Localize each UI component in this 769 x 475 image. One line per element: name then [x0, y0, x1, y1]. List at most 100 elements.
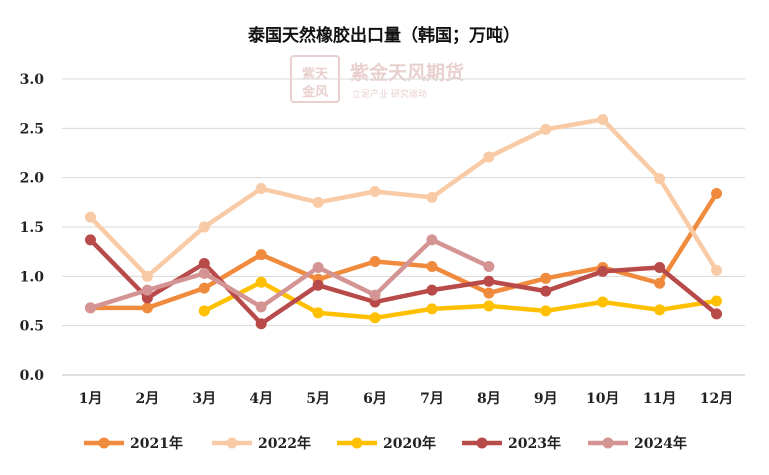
y-tick-label: 2.5: [20, 121, 44, 137]
grid: [62, 78, 745, 376]
data-point: [711, 187, 723, 199]
legend-swatch-marker: [226, 437, 238, 449]
data-point: [255, 301, 267, 313]
watermark: 紫天 金风 紫金天风期货 立足产业 研究驱动: [290, 55, 464, 103]
data-point: [369, 256, 381, 268]
legend-label: 2021年: [130, 435, 183, 452]
data-point: [198, 221, 210, 233]
data-point: [597, 113, 609, 125]
data-point: [483, 260, 495, 272]
chart-title: 泰国天然橡胶出口量（韩国；万吨）: [248, 25, 520, 46]
data-point: [426, 191, 438, 203]
legend-swatch-marker: [351, 437, 363, 449]
x-tick-label: 2月: [136, 391, 160, 407]
data-point: [597, 265, 609, 277]
x-tick-label: 5月: [306, 391, 330, 407]
legend-swatch-marker: [98, 437, 110, 449]
data-point: [540, 272, 552, 284]
watermark-logo-text: 金风: [301, 84, 328, 100]
y-tick-label: 1.5: [20, 220, 44, 236]
series-line: [88, 237, 492, 311]
data-point: [654, 173, 666, 185]
legend-swatch-marker: [602, 437, 614, 449]
data-point: [711, 308, 723, 320]
data-point: [483, 151, 495, 163]
x-tick-label: 4月: [249, 391, 273, 407]
x-tick-label: 12月: [700, 391, 733, 407]
y-tick-label: 0.0: [20, 368, 45, 384]
series-layer: [84, 113, 723, 330]
data-point: [312, 307, 324, 319]
data-point: [141, 292, 153, 304]
y-tick-label: 0.5: [20, 319, 44, 335]
series-line: [88, 117, 719, 279]
legend-label: 2024年: [634, 435, 687, 452]
data-point: [426, 234, 438, 246]
x-tick-label: 8月: [477, 391, 501, 407]
data-point: [369, 289, 381, 301]
data-point: [84, 211, 96, 223]
watermark-slogan: 立足产业 研究驱动: [352, 88, 427, 100]
data-point: [483, 287, 495, 299]
data-point: [483, 275, 495, 287]
data-point: [711, 264, 723, 276]
legend-label: 2020年: [383, 435, 436, 452]
data-point: [312, 196, 324, 208]
data-point: [84, 234, 96, 246]
series-2024年: [84, 234, 495, 314]
data-point: [141, 284, 153, 296]
legend-label: 2023年: [508, 435, 561, 452]
data-point: [369, 312, 381, 324]
data-point: [654, 304, 666, 316]
data-point: [141, 302, 153, 314]
data-point: [654, 277, 666, 289]
legend-swatch-marker: [476, 437, 488, 449]
data-point: [255, 249, 267, 261]
data-point: [540, 305, 552, 317]
x-tick-label: 9月: [534, 391, 558, 407]
data-point: [198, 305, 210, 317]
watermark-logo-text: 紫天: [302, 66, 329, 82]
data-point: [483, 300, 495, 312]
x-tick-label: 11月: [643, 391, 676, 407]
data-point: [255, 318, 267, 330]
legend-label: 2022年: [258, 435, 311, 452]
legend: 2021年 2022年 2020年 2023年 2024年: [84, 435, 687, 452]
series-2023年: [84, 234, 723, 330]
x-tick-label: 3月: [192, 391, 216, 407]
data-point: [312, 279, 324, 291]
data-point: [540, 123, 552, 135]
series-line: [88, 237, 719, 326]
data-point: [540, 285, 552, 297]
data-point: [369, 185, 381, 197]
data-point: [141, 270, 153, 282]
data-point: [426, 303, 438, 315]
y-tick-label: 2.0: [20, 171, 45, 187]
data-point: [711, 295, 723, 307]
series-2020年: [198, 276, 723, 324]
x-axis: 1月 2月 3月 4月 5月 6月 7月 8月 9月 10月 11月 12月: [79, 391, 734, 407]
x-tick-label: 7月: [420, 391, 444, 407]
x-tick-label: 1月: [79, 391, 103, 407]
x-tick-label: 10月: [586, 391, 619, 407]
data-point: [426, 260, 438, 272]
watermark-company: 紫金天风期货: [350, 61, 464, 84]
data-point: [255, 183, 267, 195]
data-point: [426, 284, 438, 296]
y-tick-label: 3.0: [20, 72, 45, 88]
data-point: [597, 296, 609, 308]
y-tick-label: 1.0: [20, 269, 45, 285]
y-axis: 0.0 0.5 1.0 1.5 2.0 2.5 3.0: [20, 72, 45, 384]
data-point: [84, 302, 96, 314]
data-point: [198, 282, 210, 294]
data-point: [255, 276, 267, 288]
x-tick-label: 6月: [363, 391, 387, 407]
series-2022年: [84, 113, 723, 282]
data-point: [198, 258, 210, 270]
data-point: [654, 261, 666, 273]
series-line: [88, 191, 719, 311]
data-point: [198, 267, 210, 279]
data-point: [312, 261, 324, 273]
series-line: [202, 280, 719, 321]
